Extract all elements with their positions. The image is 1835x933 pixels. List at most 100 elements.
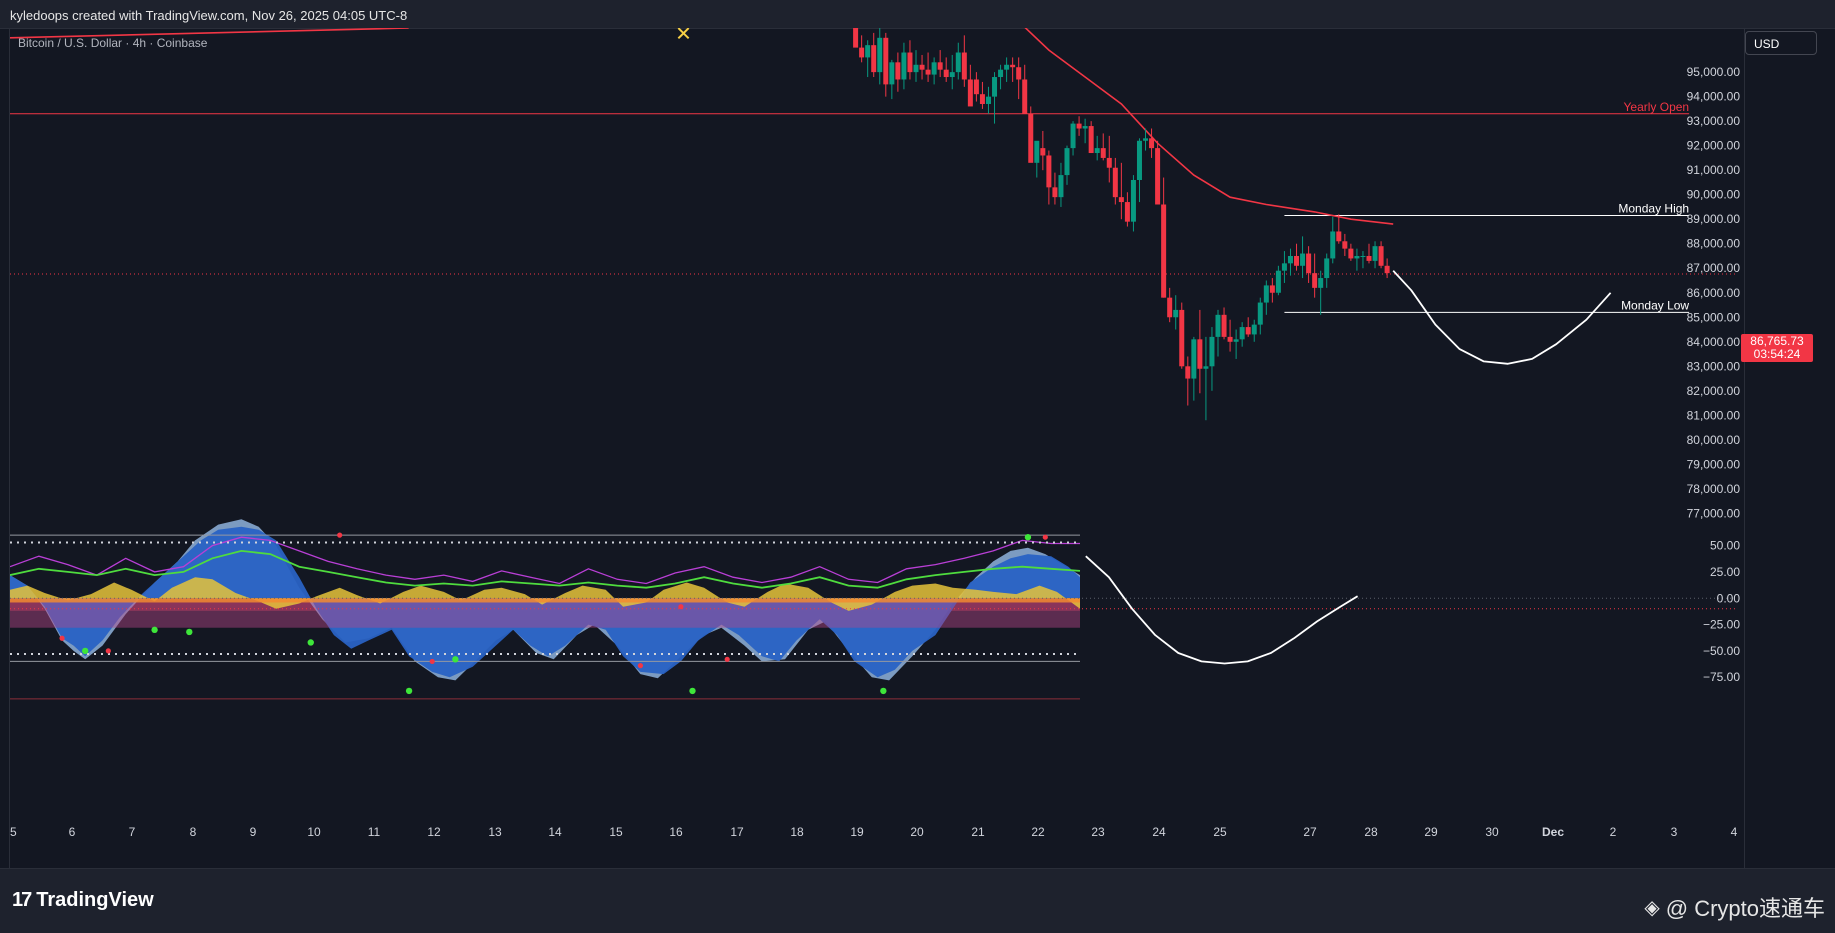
- candle-body-52: [1167, 297, 1173, 318]
- candle-body-62: [1227, 336, 1233, 342]
- osc-tick-0: 50.00: [1710, 539, 1740, 553]
- candle-body-81: [1342, 241, 1348, 249]
- candle-body-85: [1366, 255, 1372, 261]
- candle-body-53: [1173, 309, 1179, 318]
- time-tick-18: 23: [1091, 825, 1105, 839]
- osc-tick-5: −75.00: [1703, 670, 1740, 684]
- projection-curve-price: [1392, 270, 1612, 365]
- price-tick-18: 77,000.00: [1687, 506, 1741, 520]
- time-tick-12: 17: [730, 825, 744, 839]
- candle-body-42: [1106, 157, 1112, 168]
- candle-body-46: [1130, 179, 1136, 222]
- candle-body-23: [992, 77, 998, 97]
- candle-body-9: [907, 52, 913, 73]
- candle-body-56: [1191, 339, 1197, 379]
- time-tick-28: 4: [1731, 825, 1738, 839]
- osc-red-dot-5: [678, 604, 684, 610]
- osc-tick-1: 25.00: [1710, 565, 1740, 579]
- price-tick-6: 89,000.00: [1687, 212, 1741, 226]
- candle-body-11: [919, 64, 925, 70]
- candle-body-29: [1028, 113, 1034, 163]
- price-tick-11: 84,000.00: [1687, 335, 1741, 349]
- time-tick-1: 6: [69, 825, 76, 839]
- candle-body-72: [1287, 255, 1293, 264]
- candle-body-88: [1384, 265, 1390, 274]
- currency-selector-button[interactable]: USD: [1745, 31, 1817, 55]
- price-tick-3: 92,000.00: [1687, 139, 1741, 153]
- candle-body-27: [1016, 67, 1022, 80]
- snapshot-credit: kyledoops created with TradingView.com, …: [10, 8, 408, 23]
- candle-body-84: [1360, 255, 1366, 257]
- time-tick-10: 15: [609, 825, 623, 839]
- time-tick-22: 28: [1364, 825, 1378, 839]
- time-tick-21: 27: [1303, 825, 1317, 839]
- time-tick-20: 25: [1213, 825, 1227, 839]
- candle-body-7: [895, 62, 901, 80]
- candle-body-25: [1004, 64, 1010, 70]
- osc-red-dot-0: [59, 635, 65, 641]
- candle-body-14: [937, 62, 943, 70]
- chart-canvas[interactable]: Yearly Open Monday High Monday Low ✕ 95,000.…: [10, 28, 1744, 868]
- time-tick-8: 13: [488, 825, 502, 839]
- osc-orange-band: [10, 598, 1080, 603]
- level-label-1: Monday High: [1618, 202, 1689, 216]
- osc-red-dot-2: [337, 532, 343, 538]
- candle-body-47: [1136, 140, 1142, 180]
- binance-diamond-icon: ◈: [1644, 896, 1660, 919]
- osc-red-dot-4: [637, 663, 644, 669]
- osc-green-dot-2: [186, 628, 193, 636]
- tradingview-logo-icon: 17: [12, 889, 32, 911]
- candle-body-2: [865, 45, 871, 58]
- candle-body-45: [1124, 202, 1130, 222]
- watermark-text: @ Crypto速通车: [1665, 896, 1825, 921]
- candle-body-36: [1070, 123, 1076, 149]
- candle-body-58: [1203, 366, 1209, 369]
- candle-body-64: [1239, 327, 1245, 340]
- candle-body-61: [1221, 314, 1227, 337]
- price-tick-15: 80,000.00: [1687, 433, 1741, 447]
- bottom-bar: 17 TradingView ◈ @ Crypto速通车: [0, 868, 1835, 933]
- ema-line: [1024, 28, 1394, 225]
- symbol-label[interactable]: Bitcoin / U.S. Dollar · 4h · Coinbase: [18, 36, 208, 50]
- time-tick-25: Dec: [1542, 825, 1564, 839]
- osc-tick-4: −50.00: [1703, 644, 1740, 658]
- price-tick-9: 86,000.00: [1687, 286, 1741, 300]
- candle-body-4: [877, 37, 883, 73]
- candle-body-69: [1269, 285, 1275, 293]
- time-tick-14: 19: [850, 825, 864, 839]
- candle-body-57: [1197, 339, 1203, 369]
- candle-body-43: [1112, 167, 1118, 198]
- candle-body-22: [985, 96, 991, 104]
- candle-body-49: [1149, 138, 1155, 149]
- candle-body-38: [1082, 126, 1088, 129]
- candle-body-5: [883, 37, 889, 85]
- osc-green-dot-6: [689, 687, 696, 695]
- time-tick-0: 5: [10, 825, 17, 839]
- time-tick-5: 10: [307, 825, 321, 839]
- candle-body-71: [1281, 263, 1287, 271]
- last-price-value: 86,765.73: [1750, 334, 1804, 348]
- candle-body-82: [1348, 248, 1354, 259]
- chart-frame[interactable]: Yearly Open Monday High Monday Low ✕ 95,000.…: [9, 28, 1745, 868]
- signal-x-icon: ✕: [675, 28, 692, 45]
- candle-body-79: [1330, 231, 1336, 259]
- candle-body-33: [1052, 187, 1058, 198]
- candle-body-12: [925, 69, 931, 75]
- candle-body-76: [1312, 273, 1318, 288]
- price-tick-8: 87,000.00: [1687, 261, 1741, 275]
- candle-body-35: [1064, 148, 1070, 176]
- tradingview-logo[interactable]: 17 TradingView: [12, 889, 154, 912]
- price-tick-7: 88,000.00: [1687, 237, 1741, 251]
- candle-countdown: 03:54:24: [1753, 347, 1801, 361]
- candle-body-18: [961, 52, 967, 80]
- osc-green-dot-0: [81, 647, 89, 655]
- candle-body-63: [1233, 339, 1239, 342]
- time-tick-2: 7: [129, 825, 136, 839]
- osc-green-dot-3: [307, 639, 314, 646]
- time-tick-23: 29: [1424, 825, 1438, 839]
- tradingview-logo-text: TradingView: [36, 889, 154, 911]
- price-tick-0: 95,000.00: [1687, 65, 1741, 79]
- candle-body-44: [1118, 197, 1124, 203]
- candle-body-3: [871, 45, 877, 73]
- price-tick-4: 91,000.00: [1687, 163, 1741, 177]
